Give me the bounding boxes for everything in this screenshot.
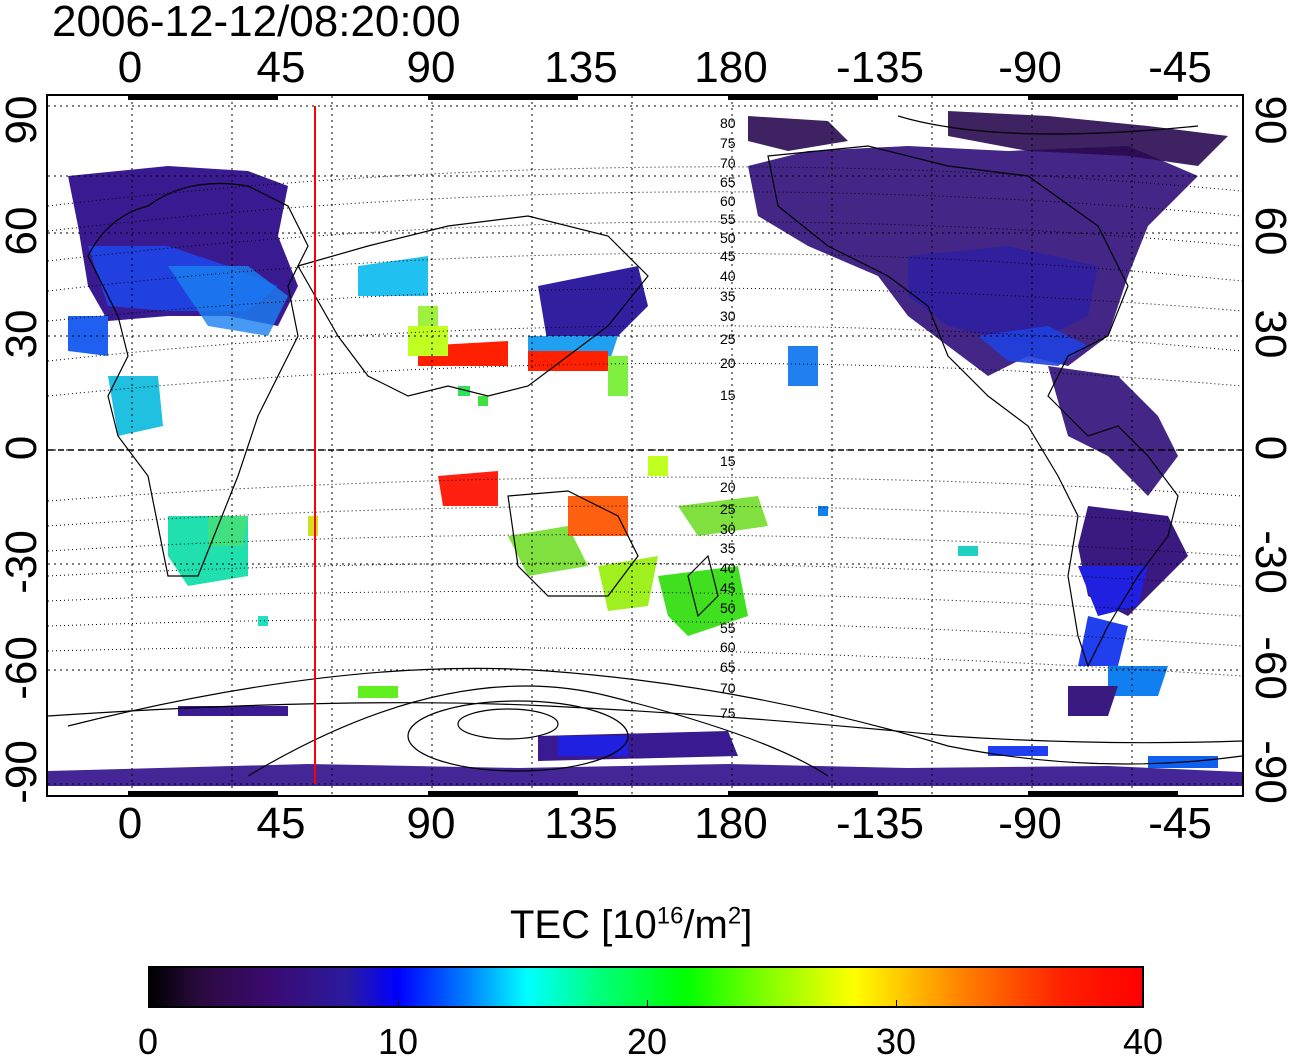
bottom-lon-label: 180 — [694, 799, 768, 848]
right-lat-label: 60 — [1246, 206, 1292, 256]
contour-label: 55 — [720, 620, 736, 636]
colorbar-tick — [398, 1000, 399, 1008]
right-lat-label: -30 — [1246, 530, 1292, 594]
contour-label: 75 — [720, 705, 736, 721]
contour-label: 25 — [720, 501, 736, 517]
bottom-lon-label: 0 — [117, 799, 143, 848]
left-lat-label: 90 — [0, 95, 46, 145]
tec-map-canvas: 80 75 70 65 60 55 50 45 40 35 30 25 20 1… — [48, 96, 1242, 795]
left-lat-label: 60 — [0, 206, 46, 256]
left-lat-label: -60 — [0, 636, 46, 700]
colorbar-title-text: TEC [10 — [510, 903, 657, 947]
right-lat-label: 90 — [1246, 95, 1292, 145]
colorbar-title-close: ] — [741, 903, 753, 947]
contour-label: 40 — [720, 268, 736, 284]
bottom-lon-label: -135 — [835, 799, 925, 848]
contour-label: 70 — [720, 680, 736, 696]
axis-bars — [128, 96, 1178, 795]
tec-region-europe — [68, 166, 298, 356]
tec-region-south-america — [1048, 366, 1188, 716]
bottom-lon-label: 45 — [256, 799, 306, 848]
contour-label: 35 — [720, 540, 736, 556]
colorbar-tick-label: 20 — [626, 1021, 668, 1062]
contour-label: 50 — [720, 600, 736, 616]
right-lat-label: -60 — [1246, 636, 1292, 700]
colorbar-title-exponent: 16 — [656, 902, 684, 930]
left-lat-label: -30 — [0, 530, 46, 594]
right-lat-label: -90 — [1246, 740, 1292, 804]
contour-label: 60 — [720, 193, 736, 209]
top-lon-label: 90 — [406, 43, 456, 92]
top-lon-label: 45 — [256, 43, 306, 92]
map-timestamp-title: 2006-12-12/08:20:00 — [52, 0, 461, 46]
bottom-lon-label: 90 — [406, 799, 456, 848]
top-lon-label: -45 — [1148, 43, 1212, 92]
colorbar-tick — [647, 1000, 648, 1008]
contour-label: 30 — [720, 308, 736, 324]
tec-region-north-america — [748, 111, 1228, 376]
contour-label: 50 — [720, 230, 736, 246]
bottom-lon-label: 135 — [544, 799, 618, 848]
contour-label: 70 — [720, 155, 736, 171]
top-lon-label: 0 — [117, 43, 143, 92]
contour-label: 55 — [720, 211, 736, 227]
contour-label: 20 — [720, 479, 736, 495]
left-lat-label: 30 — [0, 309, 46, 359]
top-lon-label: 135 — [544, 43, 618, 92]
top-lon-label: 180 — [694, 43, 768, 92]
contour-label: 75 — [720, 135, 736, 151]
contour-label: 35 — [720, 288, 736, 304]
contour-label: 60 — [720, 639, 736, 655]
left-lat-label: -90 — [0, 740, 46, 804]
contour-label: 45 — [720, 580, 736, 596]
contour-label: 65 — [720, 659, 736, 675]
colorbar-tick-label: 30 — [875, 1021, 917, 1062]
contour-label: 80 — [720, 115, 736, 131]
contour-label: 40 — [720, 560, 736, 576]
tec-region-australia — [438, 471, 768, 636]
contour-label: 25 — [720, 331, 736, 347]
coastlines — [48, 145, 1242, 744]
contour-label: 30 — [720, 521, 736, 537]
right-lat-label: 30 — [1246, 309, 1292, 359]
colorbar-title-unit-exponent: 2 — [727, 902, 742, 930]
auroral-contours — [67, 115, 1242, 777]
contour-label: 65 — [720, 174, 736, 190]
tec-region-africa — [108, 376, 248, 586]
colorbar-tick-label: 40 — [1122, 1021, 1164, 1062]
magnetic-latitude-contours — [48, 166, 1242, 677]
left-lat-label: 0 — [0, 435, 46, 461]
colorbar-tick — [896, 1000, 897, 1008]
contour-label: 15 — [720, 453, 736, 469]
contour-labels: 80 75 70 65 60 55 50 45 40 35 30 25 20 1… — [720, 115, 736, 721]
tec-region-asia — [358, 256, 648, 371]
top-lon-label: -135 — [835, 43, 925, 92]
bottom-lon-label: -90 — [998, 799, 1062, 848]
colorbar-tick-label: 0 — [137, 1021, 159, 1062]
tec-scattered-cells — [178, 306, 978, 716]
contour-label: 20 — [720, 355, 736, 371]
colorbar-tick-label: 10 — [377, 1021, 419, 1062]
tec-colorbar — [148, 966, 1144, 1008]
contour-label: 15 — [720, 387, 736, 403]
bottom-lon-label: -45 — [1148, 799, 1212, 848]
right-lat-label: 0 — [1246, 435, 1292, 461]
tec-region-antarctica — [48, 731, 1242, 786]
colorbar-title-unit: /m — [683, 903, 728, 947]
top-lon-label: -90 — [998, 43, 1062, 92]
tec-map: 80 75 70 65 60 55 50 45 40 35 30 25 20 1… — [46, 94, 1244, 797]
contour-label: 45 — [720, 248, 736, 264]
colorbar-title: TEC [1016/m2] — [510, 902, 753, 947]
